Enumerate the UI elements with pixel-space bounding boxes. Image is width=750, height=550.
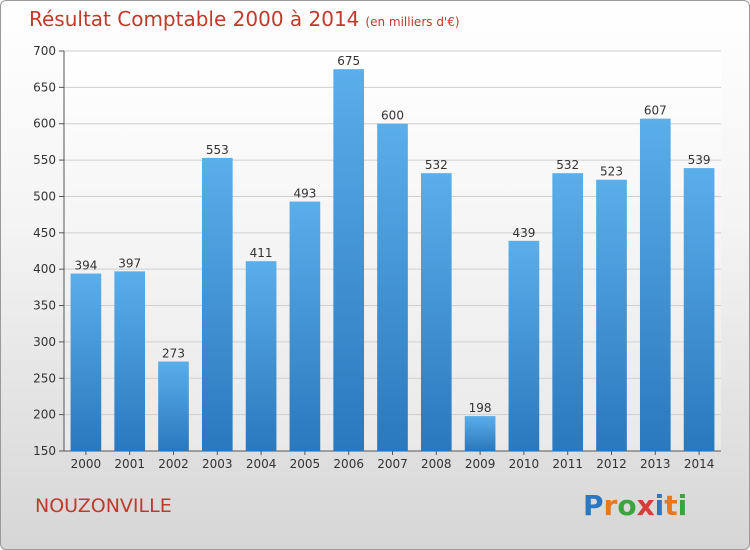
x-tick-label: 2008 <box>421 457 452 471</box>
x-tick-label: 2000 <box>71 457 102 471</box>
bar-value-label: 198 <box>469 401 492 415</box>
y-tick-label: 350 <box>33 299 56 313</box>
commune-name: NOUZONVILLE <box>35 495 172 517</box>
logo-letter: o <box>617 489 637 522</box>
y-tick-label: 700 <box>33 44 56 58</box>
x-tick-label: 2001 <box>114 457 145 471</box>
x-tick-label: 2012 <box>596 457 627 471</box>
x-tick-label: 2002 <box>158 457 189 471</box>
bar-value-label: 394 <box>74 259 97 273</box>
bar-value-label: 539 <box>688 153 711 167</box>
x-tick-label: 2009 <box>465 457 496 471</box>
logo-letter: t <box>664 489 678 522</box>
bar-value-label: 439 <box>512 226 535 240</box>
x-tick-label: 2013 <box>640 457 671 471</box>
bar <box>70 273 102 451</box>
bar <box>420 173 452 451</box>
bar <box>289 201 321 451</box>
bar-value-label: 493 <box>293 187 316 201</box>
bar-value-label: 397 <box>118 256 141 270</box>
y-tick-label: 600 <box>33 117 56 131</box>
bar <box>201 157 233 451</box>
logo-letter: i <box>654 489 665 522</box>
bar-value-label: 600 <box>381 109 404 123</box>
chart-title-text: Résultat Comptable 2000 à 2014 <box>29 7 360 31</box>
bar <box>464 416 496 451</box>
x-tick-label: 2011 <box>552 457 583 471</box>
y-tick-label: 300 <box>33 335 56 349</box>
bar-value-label: 523 <box>600 165 623 179</box>
bar <box>508 240 540 451</box>
x-tick-label: 2003 <box>202 457 233 471</box>
y-tick-label: 550 <box>33 153 56 167</box>
bar-value-label: 532 <box>425 158 448 172</box>
y-tick-label: 450 <box>33 226 56 240</box>
bar-value-label: 411 <box>250 246 273 260</box>
x-tick-label: 2004 <box>246 457 277 471</box>
y-tick-label: 400 <box>33 262 56 276</box>
bar <box>596 179 627 451</box>
x-tick-label: 2007 <box>377 457 408 471</box>
logo-letter: r <box>603 489 618 522</box>
y-tick-label: 500 <box>33 189 56 203</box>
y-tick-label: 150 <box>33 444 56 458</box>
bar-value-label: 553 <box>206 143 229 157</box>
bar-value-label: 675 <box>337 54 360 68</box>
y-tick-label: 250 <box>33 371 56 385</box>
x-tick-label: 2010 <box>509 457 540 471</box>
bar <box>245 261 277 451</box>
bar-value-label: 532 <box>556 158 579 172</box>
bar <box>377 123 408 452</box>
bar-value-label: 607 <box>644 104 667 118</box>
bar <box>114 271 146 451</box>
chart-title: Résultat Comptable 2000 à 2014 (en millie… <box>29 7 460 31</box>
chart-unit: (en milliers d'€) <box>365 15 460 29</box>
bar <box>333 69 365 451</box>
logo-letter: x <box>636 489 655 522</box>
proxiti-logo: Proxiti <box>583 489 687 522</box>
y-tick-label: 200 <box>33 408 56 422</box>
y-tick-label: 650 <box>33 80 56 94</box>
bar <box>552 173 584 451</box>
logo-letter: i <box>677 489 688 522</box>
x-tick-label: 2014 <box>684 457 715 471</box>
bar <box>639 118 671 452</box>
x-tick-label: 2006 <box>333 457 364 471</box>
bar-value-label: 273 <box>162 347 185 361</box>
bar <box>158 361 189 451</box>
logo-letter: P <box>583 489 604 522</box>
bar <box>683 168 715 451</box>
x-tick-label: 2005 <box>290 457 321 471</box>
